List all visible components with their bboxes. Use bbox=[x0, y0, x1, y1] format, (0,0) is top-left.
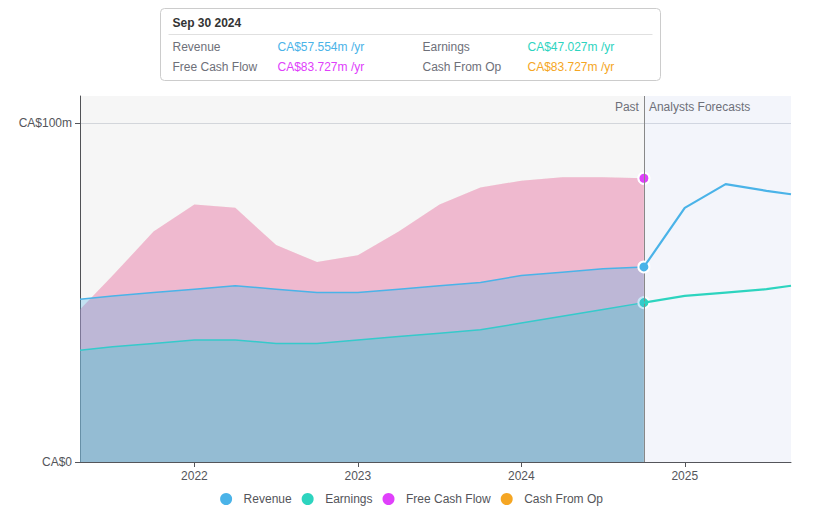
svg-text:2022: 2022 bbox=[181, 469, 208, 483]
svg-text:CA$47.027m /yr: CA$47.027m /yr bbox=[528, 40, 615, 54]
svg-text:Revenue: Revenue bbox=[244, 492, 292, 506]
svg-text:Cash From Op: Cash From Op bbox=[423, 60, 502, 74]
svg-text:2023: 2023 bbox=[345, 469, 372, 483]
svg-text:2024: 2024 bbox=[508, 469, 535, 483]
svg-text:Cash From Op: Cash From Op bbox=[524, 492, 603, 506]
svg-text:Analysts Forecasts: Analysts Forecasts bbox=[649, 100, 750, 114]
svg-text:2025: 2025 bbox=[671, 469, 698, 483]
svg-text:Free Cash Flow: Free Cash Flow bbox=[406, 492, 491, 506]
svg-text:Sep 30 2024: Sep 30 2024 bbox=[173, 16, 242, 30]
svg-text:CA$83.727m /yr: CA$83.727m /yr bbox=[528, 60, 615, 74]
svg-text:CA$83.727m /yr: CA$83.727m /yr bbox=[278, 60, 365, 74]
svg-text:CA$0: CA$0 bbox=[42, 455, 72, 469]
svg-text:Earnings: Earnings bbox=[325, 492, 372, 506]
svg-text:CA$57.554m /yr: CA$57.554m /yr bbox=[278, 40, 365, 54]
svg-text:CA$100m: CA$100m bbox=[19, 116, 72, 130]
svg-text:Revenue: Revenue bbox=[173, 40, 221, 54]
svg-text:Free Cash Flow: Free Cash Flow bbox=[173, 60, 258, 74]
svg-text:Past: Past bbox=[615, 100, 640, 114]
svg-text:Earnings: Earnings bbox=[423, 40, 470, 54]
